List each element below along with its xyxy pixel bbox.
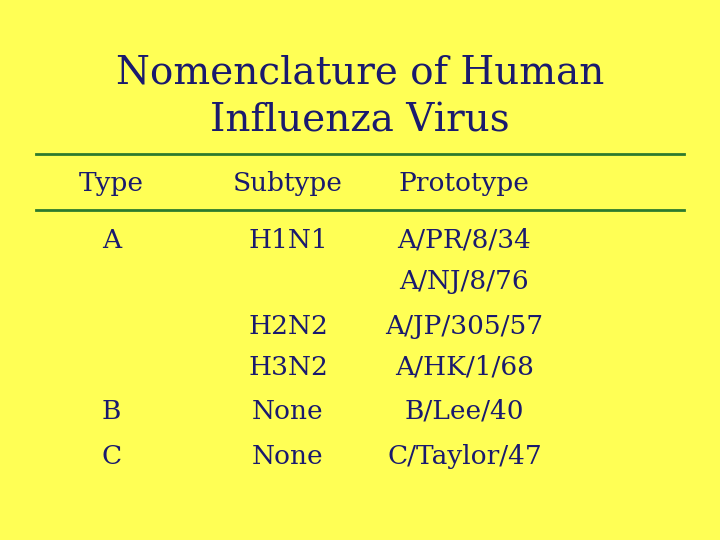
Text: Type: Type xyxy=(79,171,144,196)
Text: A: A xyxy=(102,228,121,253)
Text: A/JP/305/57: A/JP/305/57 xyxy=(385,314,544,339)
Text: None: None xyxy=(252,399,324,424)
Text: B/Lee/40: B/Lee/40 xyxy=(405,399,524,424)
Text: C/Taylor/47: C/Taylor/47 xyxy=(387,444,541,469)
Text: A/HK/1/68: A/HK/1/68 xyxy=(395,355,534,380)
Text: C: C xyxy=(102,444,122,469)
Text: Subtype: Subtype xyxy=(233,171,343,196)
Text: H1N1: H1N1 xyxy=(248,228,328,253)
Text: B: B xyxy=(102,399,121,424)
Text: A/NJ/8/76: A/NJ/8/76 xyxy=(400,269,529,294)
Text: None: None xyxy=(252,444,324,469)
Text: Nomenclature of Human: Nomenclature of Human xyxy=(116,55,604,91)
Text: Influenza Virus: Influenza Virus xyxy=(210,103,510,140)
Text: H2N2: H2N2 xyxy=(248,314,328,339)
Text: A/PR/8/34: A/PR/8/34 xyxy=(397,228,531,253)
Text: Prototype: Prototype xyxy=(399,171,530,196)
Text: H3N2: H3N2 xyxy=(248,355,328,380)
